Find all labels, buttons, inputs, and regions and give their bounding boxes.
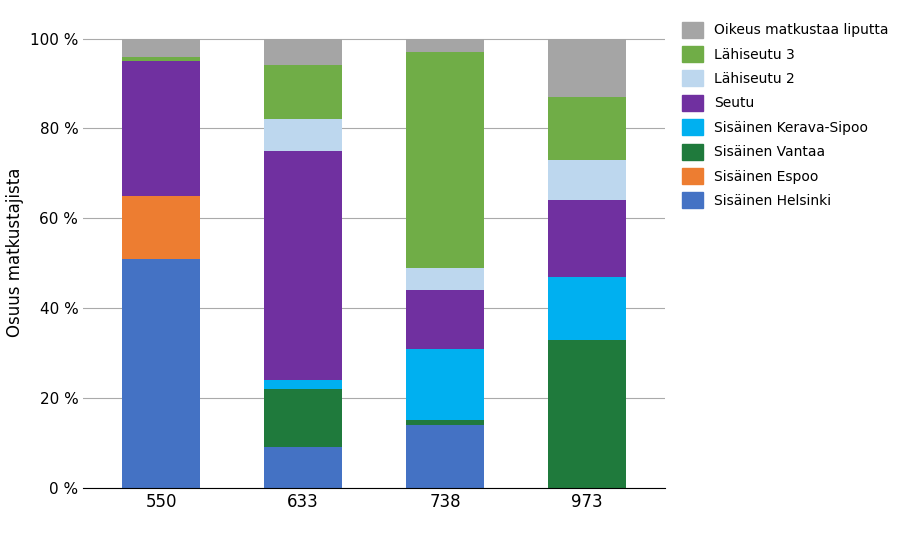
Bar	[264, 151, 342, 380]
Bar	[548, 39, 626, 97]
Bar	[407, 425, 484, 488]
Bar	[407, 39, 484, 52]
Bar	[548, 339, 626, 488]
Bar	[264, 380, 342, 389]
Bar	[407, 420, 484, 425]
Bar	[548, 97, 626, 160]
Bar	[407, 267, 484, 290]
Bar	[122, 56, 201, 61]
Y-axis label: Osuus matkustajista: Osuus matkustajista	[6, 167, 24, 337]
Bar	[122, 196, 201, 259]
Bar	[548, 160, 626, 200]
Bar	[264, 389, 342, 448]
Bar	[407, 290, 484, 348]
Legend: Oikeus matkustaa liputta, Lähiseutu 3, Lähiseutu 2, Seutu, Sisäinen Kerava-Sipoo: Oikeus matkustaa liputta, Lähiseutu 3, L…	[677, 16, 894, 214]
Bar	[264, 39, 342, 65]
Bar	[122, 259, 201, 488]
Bar	[407, 348, 484, 420]
Bar	[264, 448, 342, 488]
Bar	[264, 65, 342, 120]
Bar	[264, 120, 342, 151]
Bar	[407, 52, 484, 267]
Bar	[548, 277, 626, 339]
Bar	[548, 200, 626, 277]
Bar	[122, 39, 201, 56]
Bar	[122, 61, 201, 196]
